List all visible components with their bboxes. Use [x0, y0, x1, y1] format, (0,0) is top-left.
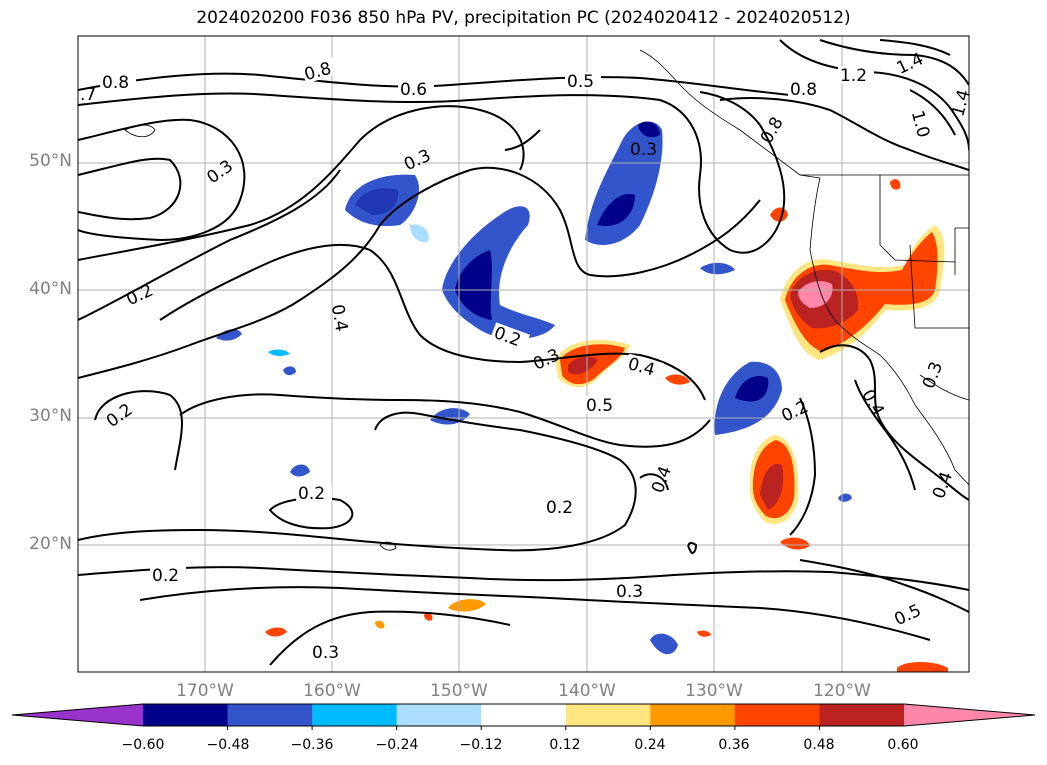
colorbar-segment — [734, 704, 820, 726]
lon-label-130w: 130°W — [685, 681, 743, 701]
colorbar-tick: −0.12 — [459, 737, 503, 753]
colorbar-tick: −0.36 — [290, 737, 334, 753]
lon-label-120w: 120°W — [813, 681, 871, 701]
colorbar-tick: −0.60 — [121, 737, 165, 753]
colorbar-segment — [565, 704, 651, 726]
colorbar-tick: 0.12 — [549, 737, 581, 753]
contour-label: 0.5 — [567, 72, 594, 92]
colorbar-segment — [143, 704, 229, 726]
colorbar-segment — [227, 704, 313, 726]
colorbar — [11, 703, 1036, 730]
lat-label-50n: 50°N — [29, 151, 72, 171]
colorbar-extend-low — [12, 704, 143, 726]
colorbar-segment — [396, 704, 482, 726]
contour-label: 0.2 — [298, 484, 325, 504]
precip-positive — [265, 179, 948, 672]
lon-label-150w: 150°W — [430, 681, 488, 701]
coastlines — [124, 49, 969, 551]
lon-label-140w: 140°W — [558, 681, 616, 701]
contour-label: 0.3 — [616, 582, 643, 602]
colorbar-tick: 0.60 — [887, 737, 919, 753]
contour-label: 0.8 — [102, 73, 129, 93]
contour-label: .7 — [80, 85, 96, 105]
map-content: 0.8 0.8 0.6 0.5 1.2 1.4 1.0 1.4 0.8 0.8 … — [78, 36, 974, 672]
precip-negative — [216, 121, 852, 655]
contour-label: 0.3 — [630, 140, 657, 160]
colorbar-segment — [819, 704, 905, 726]
colorbar-segment — [312, 704, 398, 726]
colorbar-outline — [11, 703, 1036, 727]
lon-label-170w: 170°W — [176, 681, 234, 701]
contour-label: 0.5 — [586, 396, 613, 416]
contour-label: 0.4 — [327, 303, 351, 333]
colorbar-tick: −0.48 — [206, 737, 250, 753]
pv-contours — [78, 39, 969, 666]
contour-label: 0.3 — [312, 643, 339, 663]
colorbar-segment — [481, 704, 567, 726]
map-frame — [77, 35, 970, 673]
map-title: 2024020200 F036 850 hPa PV, precipitatio… — [196, 8, 851, 28]
contour-label: 1.4 — [948, 88, 974, 119]
contour-label: 0.6 — [400, 80, 427, 100]
contour-label: 0.2 — [546, 498, 573, 518]
colorbar-tick: 0.24 — [634, 737, 666, 753]
contour-label: 0.2 — [152, 566, 179, 586]
lat-label-20n: 20°N — [29, 534, 72, 554]
colorbar-segment — [650, 704, 736, 726]
colorbar-tick: 0.36 — [718, 737, 750, 753]
map-panel — [78, 36, 969, 672]
colorbar-extend-high — [904, 704, 1035, 726]
contour-label: 1.2 — [840, 66, 867, 86]
contour-label: 0.8 — [790, 80, 817, 100]
lat-label-40n: 40°N — [29, 279, 72, 299]
colorbar-tick: 0.48 — [803, 737, 835, 753]
lat-label-30n: 30°N — [29, 406, 72, 426]
lon-label-160w: 160°W — [303, 681, 361, 701]
colorbar-tick: −0.24 — [375, 737, 419, 753]
